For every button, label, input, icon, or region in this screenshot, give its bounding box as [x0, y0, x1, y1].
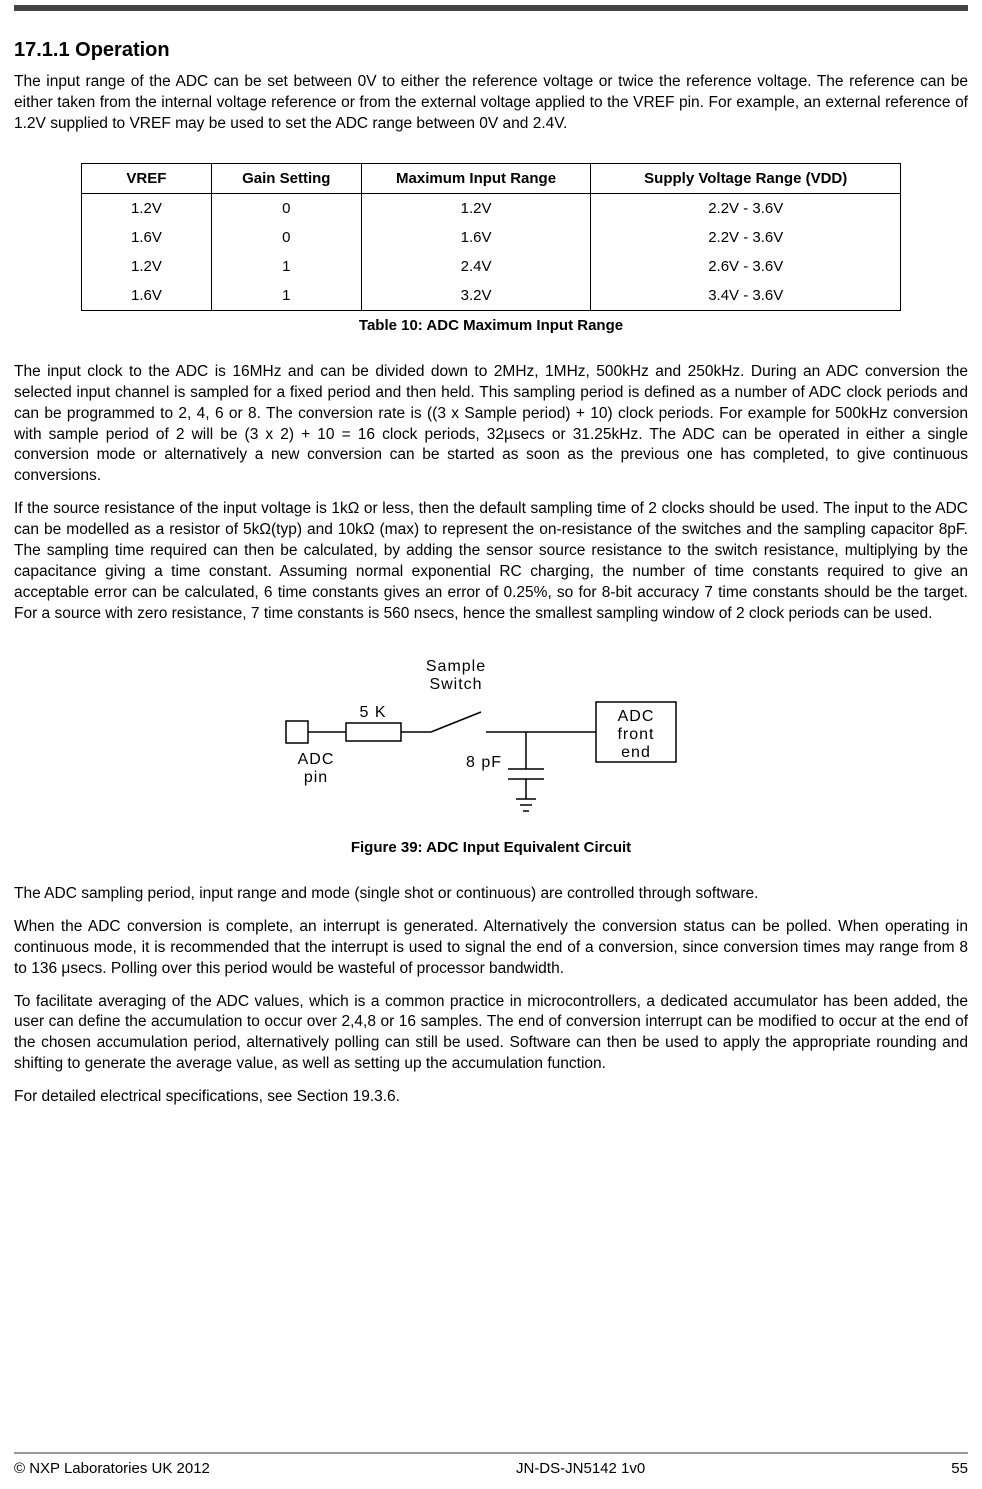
paragraph-clock: The input clock to the ADC is 16MHz and …: [14, 362, 968, 488]
table-cell: 1: [211, 281, 361, 311]
table-header-cell: Gain Setting: [211, 163, 361, 193]
table-cell: 1.6V: [82, 281, 212, 311]
resistor-icon: [346, 723, 401, 741]
table-header-cell: Maximum Input Range: [361, 163, 591, 193]
table-cell: 2.4V: [361, 252, 591, 281]
table-cell: 3.2V: [361, 281, 591, 311]
table-cell: 1.6V: [361, 223, 591, 252]
table-row: 1.6V01.6V2.2V - 3.6V: [82, 223, 901, 252]
table-caption: Table 10: ADC Maximum Input Range: [14, 317, 968, 334]
table-cell: 3.4V - 3.6V: [591, 281, 901, 311]
label-adc-pin-2: pin: [304, 769, 328, 786]
sample-switch-icon: [431, 712, 481, 732]
table-cell: 2.2V - 3.6V: [591, 223, 901, 252]
table-cell: 1.2V: [361, 193, 591, 223]
label-adc-pin-1: ADC: [298, 751, 335, 768]
footer-page-number: 55: [951, 1460, 968, 1477]
label-sample-switch-2: Switch: [429, 676, 482, 693]
table-cell: 1: [211, 252, 361, 281]
paragraph-software: The ADC sampling period, input range and…: [14, 884, 968, 905]
table-adc-input-range: VREFGain SettingMaximum Input RangeSuppl…: [81, 163, 901, 311]
paragraph-accumulator: To facilitate averaging of the ADC value…: [14, 992, 968, 1076]
paragraph-intro: The input range of the ADC can be set be…: [14, 72, 968, 135]
table-row: 1.2V12.4V2.6V - 3.6V: [82, 252, 901, 281]
footer-copyright: © NXP Laboratories UK 2012: [14, 1460, 210, 1477]
table-cell: 1.2V: [82, 193, 212, 223]
table-row: 1.6V13.2V3.4V - 3.6V: [82, 281, 901, 311]
paragraph-interrupt: When the ADC conversion is complete, an …: [14, 917, 968, 980]
table-cell: 2.2V - 3.6V: [591, 193, 901, 223]
table-cell: 1.2V: [82, 252, 212, 281]
label-adc-fe-3: end: [621, 744, 651, 761]
footer-docid: JN-DS-JN5142 1v0: [516, 1460, 645, 1477]
label-adc-fe-1: ADC: [618, 708, 655, 725]
section-heading: 17.1.1 Operation: [14, 39, 968, 62]
label-resistor: 5 K: [359, 704, 386, 721]
table-row: 1.2V01.2V2.2V - 3.6V: [82, 193, 901, 223]
label-sample-switch-1: Sample: [426, 658, 486, 675]
table-cell: 2.6V - 3.6V: [591, 252, 901, 281]
figure-caption: Figure 39: ADC Input Equivalent Circuit: [14, 839, 968, 856]
table-cell: 1.6V: [82, 223, 212, 252]
figure-adc-equivalent-circuit: Sample Switch 5 K ADC pin 8 pF ADC front…: [276, 649, 706, 829]
paragraph-specs-ref: For detailed electrical specifications, …: [14, 1087, 968, 1108]
table-header-cell: Supply Voltage Range (VDD): [591, 163, 901, 193]
table-cell: 0: [211, 193, 361, 223]
label-capacitor: 8 pF: [466, 754, 502, 771]
table-header-cell: VREF: [82, 163, 212, 193]
label-adc-fe-2: front: [617, 726, 654, 743]
paragraph-source-resistance: If the source resistance of the input vo…: [14, 499, 968, 625]
page-footer: © NXP Laboratories UK 2012 JN-DS-JN5142 …: [14, 1452, 968, 1477]
adc-pin-icon: [286, 721, 308, 743]
page-top-bar: [14, 5, 968, 11]
table-cell: 0: [211, 223, 361, 252]
